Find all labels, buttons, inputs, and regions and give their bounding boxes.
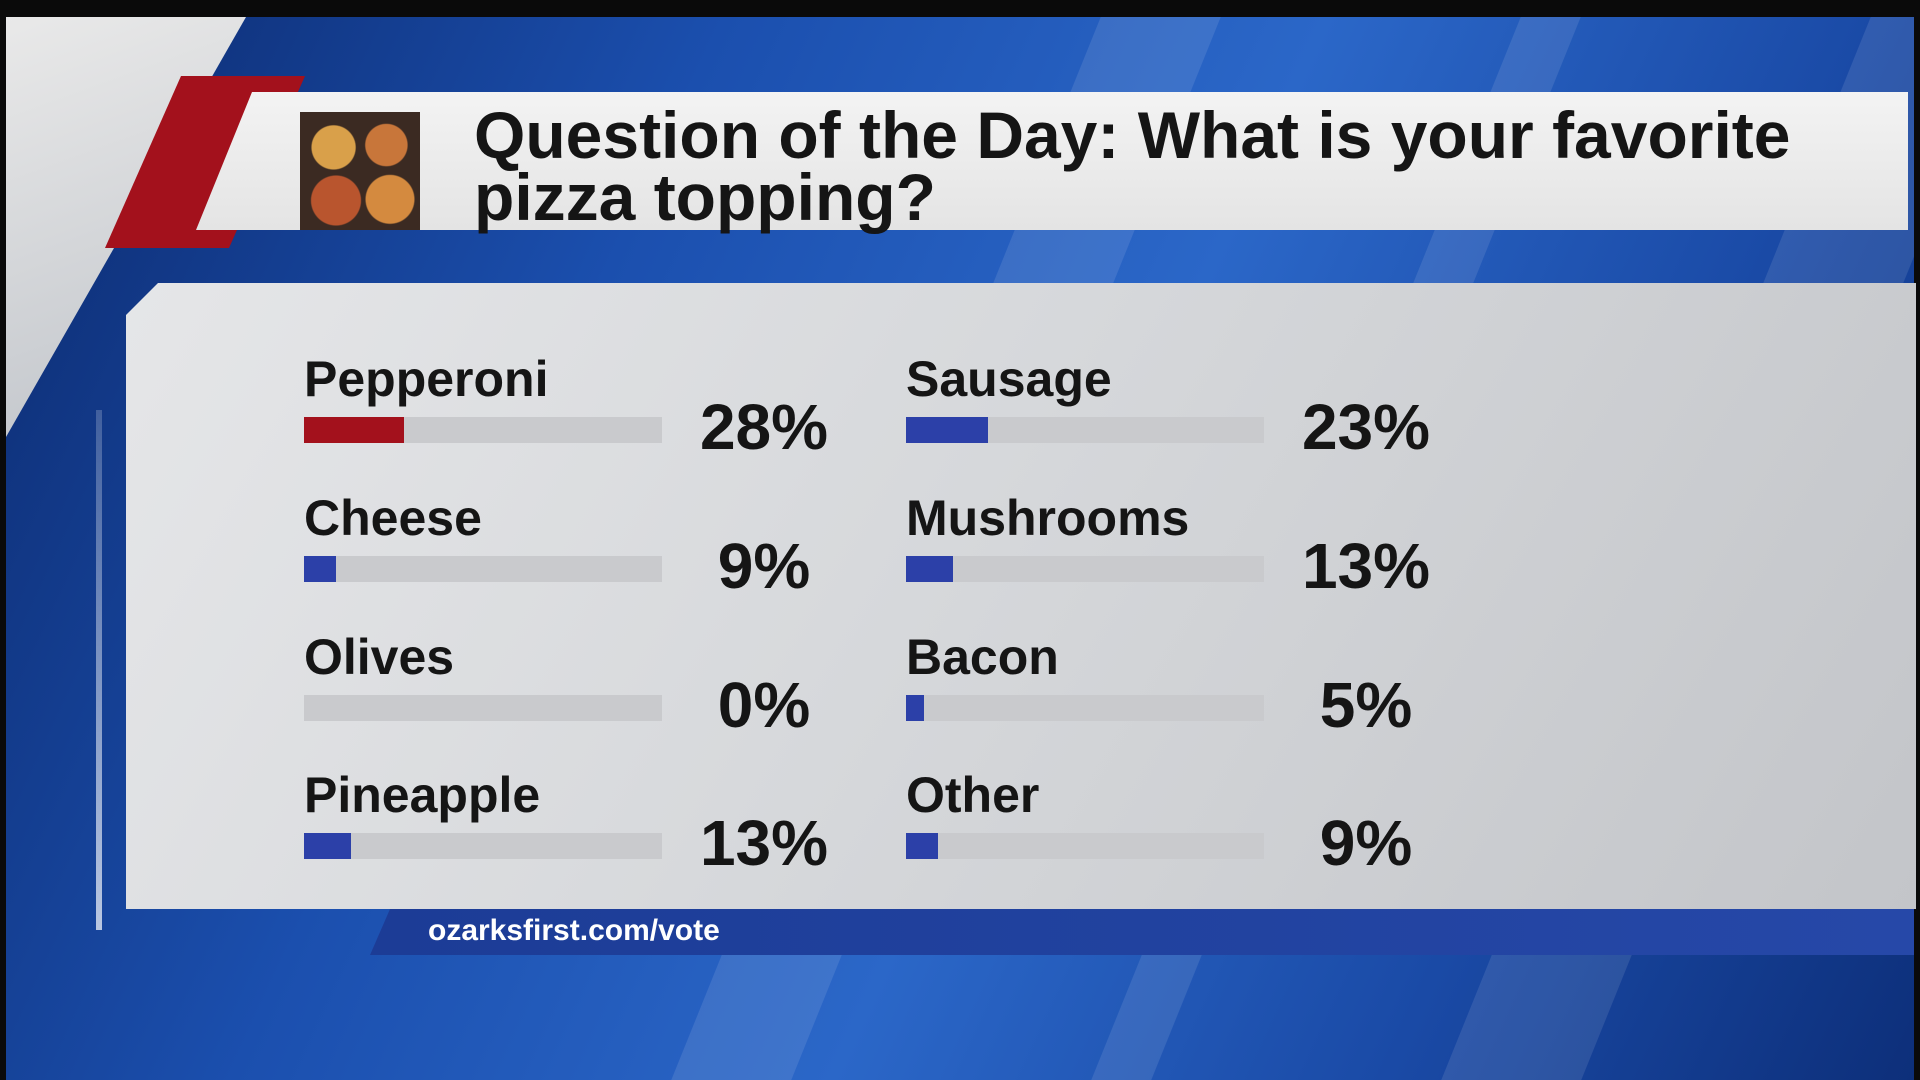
vote-url: ozarksfirst.com/vote xyxy=(428,914,720,947)
question-title: Question of the Day: What is your favori… xyxy=(474,98,1791,234)
bar-track xyxy=(304,556,662,582)
poll-row: Other 9% xyxy=(906,766,1466,896)
category-label: Bacon xyxy=(906,629,1059,685)
results-panel xyxy=(126,283,1916,909)
poll-row: Pineapple 13% xyxy=(304,766,864,896)
poll-row: Bacon 5% xyxy=(906,628,1466,758)
bar-track xyxy=(906,695,1264,721)
value-label: 0% xyxy=(717,669,811,741)
category-label: Other xyxy=(906,767,1040,823)
poll-row: Sausage 23% xyxy=(906,350,1466,480)
bar-track xyxy=(304,695,662,721)
bar xyxy=(304,417,405,443)
poll-row: Olives 0% xyxy=(304,628,864,758)
poll-row: Pepperoni 28% xyxy=(304,350,864,480)
bar-track xyxy=(906,833,1264,859)
pizza-thumbnail xyxy=(300,112,420,230)
category-label: Olives xyxy=(304,629,455,685)
bar xyxy=(304,556,337,582)
poll-row: Cheese 9% xyxy=(304,489,864,619)
bar xyxy=(906,695,924,721)
bar xyxy=(906,417,989,443)
bar-track xyxy=(304,417,662,443)
value-label: 9% xyxy=(717,530,811,602)
bar xyxy=(304,833,351,859)
value-label: 5% xyxy=(1319,669,1413,741)
value-label: 28% xyxy=(699,391,829,463)
value-label: 23% xyxy=(1301,391,1431,463)
bar xyxy=(906,556,953,582)
category-label: Pineapple xyxy=(304,767,541,823)
value-label: 9% xyxy=(1319,807,1413,879)
category-label: Pepperoni xyxy=(304,351,549,407)
category-label: Mushrooms xyxy=(906,490,1190,546)
bar-track xyxy=(906,417,1264,443)
poll-row: Mushrooms 13% xyxy=(906,489,1466,619)
bar xyxy=(906,833,939,859)
url-bar xyxy=(370,909,1914,955)
value-label: 13% xyxy=(1301,530,1431,602)
title-bar xyxy=(196,92,1908,230)
panel-edge-highlight xyxy=(96,410,102,930)
category-label: Sausage xyxy=(906,351,1112,407)
value-label: 13% xyxy=(699,807,829,879)
bar-track xyxy=(906,556,1264,582)
bar-track xyxy=(304,833,662,859)
category-label: Cheese xyxy=(304,490,482,546)
